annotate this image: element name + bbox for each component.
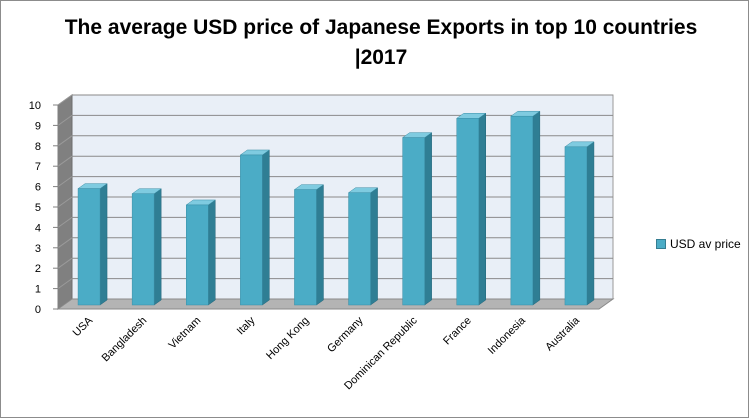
gridline-side — [57, 237, 73, 249]
bar-side — [424, 132, 432, 306]
y-tick-label: 3 — [35, 243, 41, 255]
x-tick-label: Bangladesh — [100, 315, 150, 365]
y-tick-label: 8 — [35, 141, 41, 153]
y-tick-label: 10 — [29, 100, 41, 112]
bar-side — [370, 187, 378, 306]
bar — [131, 193, 155, 306]
bar-side — [208, 199, 216, 306]
bar — [564, 146, 588, 306]
gridline-side — [57, 278, 73, 290]
bar — [510, 115, 534, 306]
bar — [186, 204, 209, 306]
y-tick-label: 4 — [35, 222, 41, 234]
gridline-side — [57, 216, 73, 228]
x-tick-label: France — [441, 315, 474, 348]
bar-side — [586, 141, 595, 306]
gridline-side — [57, 176, 73, 188]
x-tick-label: Indonesia — [486, 314, 529, 357]
y-tick-label: 1 — [35, 284, 41, 296]
legend: USD av price — [656, 237, 741, 251]
bar — [456, 118, 479, 306]
gridline-side — [57, 196, 73, 208]
y-tick-label: 7 — [35, 161, 41, 173]
legend-label: USD av price — [670, 237, 741, 251]
y-tick-label: 5 — [35, 202, 41, 214]
x-tick-label: Italy — [235, 314, 258, 337]
bar — [294, 189, 317, 306]
x-tick-label: Hong Kong — [264, 315, 311, 362]
y-tick-label: 6 — [35, 182, 41, 194]
bar — [348, 192, 371, 306]
bar — [240, 154, 263, 306]
y-tick-label: 2 — [35, 263, 41, 275]
y-tick-label: 0 — [35, 304, 41, 316]
legend-swatch — [656, 239, 666, 249]
bar-side — [316, 184, 324, 306]
bar-side — [153, 188, 162, 306]
bar — [402, 137, 425, 306]
gridline-side — [57, 257, 73, 269]
x-tick-label: Germany — [325, 314, 366, 355]
bar-side — [99, 183, 108, 306]
gridline-side — [57, 114, 73, 126]
bar-side — [478, 112, 486, 306]
gridline-side — [57, 94, 73, 106]
bar — [77, 188, 101, 306]
bar-side — [532, 110, 541, 306]
y-tick-label: 9 — [35, 120, 41, 132]
bar-side — [262, 149, 270, 306]
x-tick-label: Australia — [543, 314, 582, 353]
x-tick-label: USA — [71, 314, 96, 339]
chart-title: The average USD price of Japanese Export… — [64, 16, 698, 69]
gridline-side — [57, 135, 73, 147]
x-tick-label: Vietnam — [166, 315, 203, 352]
gridline-side — [57, 155, 73, 167]
